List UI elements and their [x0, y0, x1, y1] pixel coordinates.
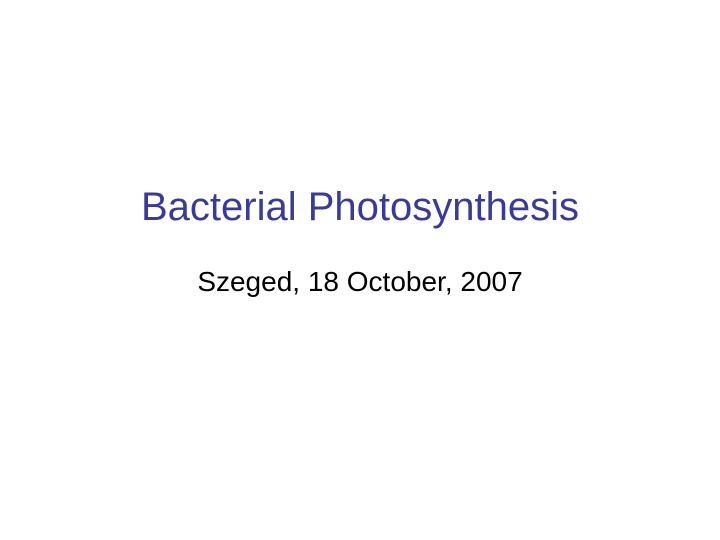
slide-subtitle: Szeged, 18 October, 2007 [197, 266, 522, 298]
slide-title: Bacterial Photosynthesis [141, 185, 579, 230]
